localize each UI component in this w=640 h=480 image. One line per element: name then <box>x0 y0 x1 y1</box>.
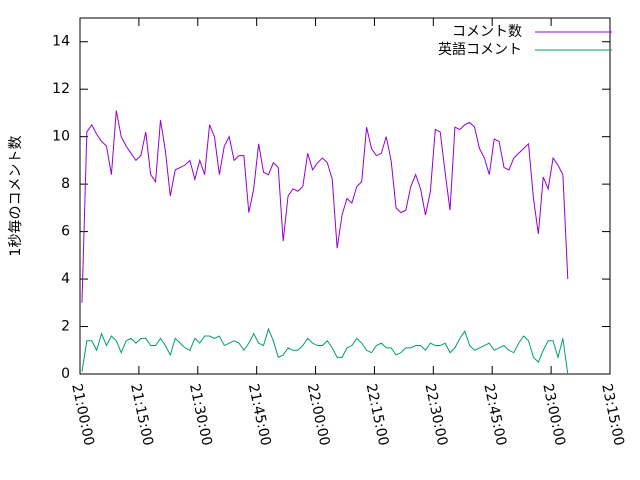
y-tick-label: 0 <box>61 366 70 382</box>
legend-label: 英語コメント <box>438 41 522 58</box>
x-tick-label: 22:15:00 <box>363 382 392 447</box>
y-tick-label: 6 <box>61 224 70 240</box>
x-tick-label: 23:00:00 <box>539 382 568 447</box>
y-tick-label: 4 <box>61 271 70 287</box>
x-tick-label: 22:00:00 <box>304 382 333 447</box>
x-tick-label: 21:30:00 <box>186 382 215 447</box>
x-tick-label: 22:45:00 <box>480 382 509 447</box>
y-tick-label: 10 <box>52 129 70 145</box>
y-tick-label: 2 <box>61 319 70 335</box>
x-tick-label: 21:45:00 <box>245 382 274 447</box>
y-tick-label: 8 <box>61 176 70 192</box>
y-tick-label: 12 <box>52 81 70 97</box>
x-tick-label: 23:15:00 <box>598 382 627 447</box>
y-axis-label: 1秒毎のコメント数 <box>8 136 24 257</box>
legend-label: コメント数 <box>452 24 522 40</box>
x-tick-label: 22:30:00 <box>422 382 451 447</box>
y-tick-label: 14 <box>52 34 70 50</box>
x-tick-label: 21:15:00 <box>127 382 156 447</box>
series-line <box>81 110 569 303</box>
plot-border <box>79 17 611 375</box>
x-tick-label: 21:00:00 <box>68 382 97 447</box>
series-line <box>81 327 569 375</box>
